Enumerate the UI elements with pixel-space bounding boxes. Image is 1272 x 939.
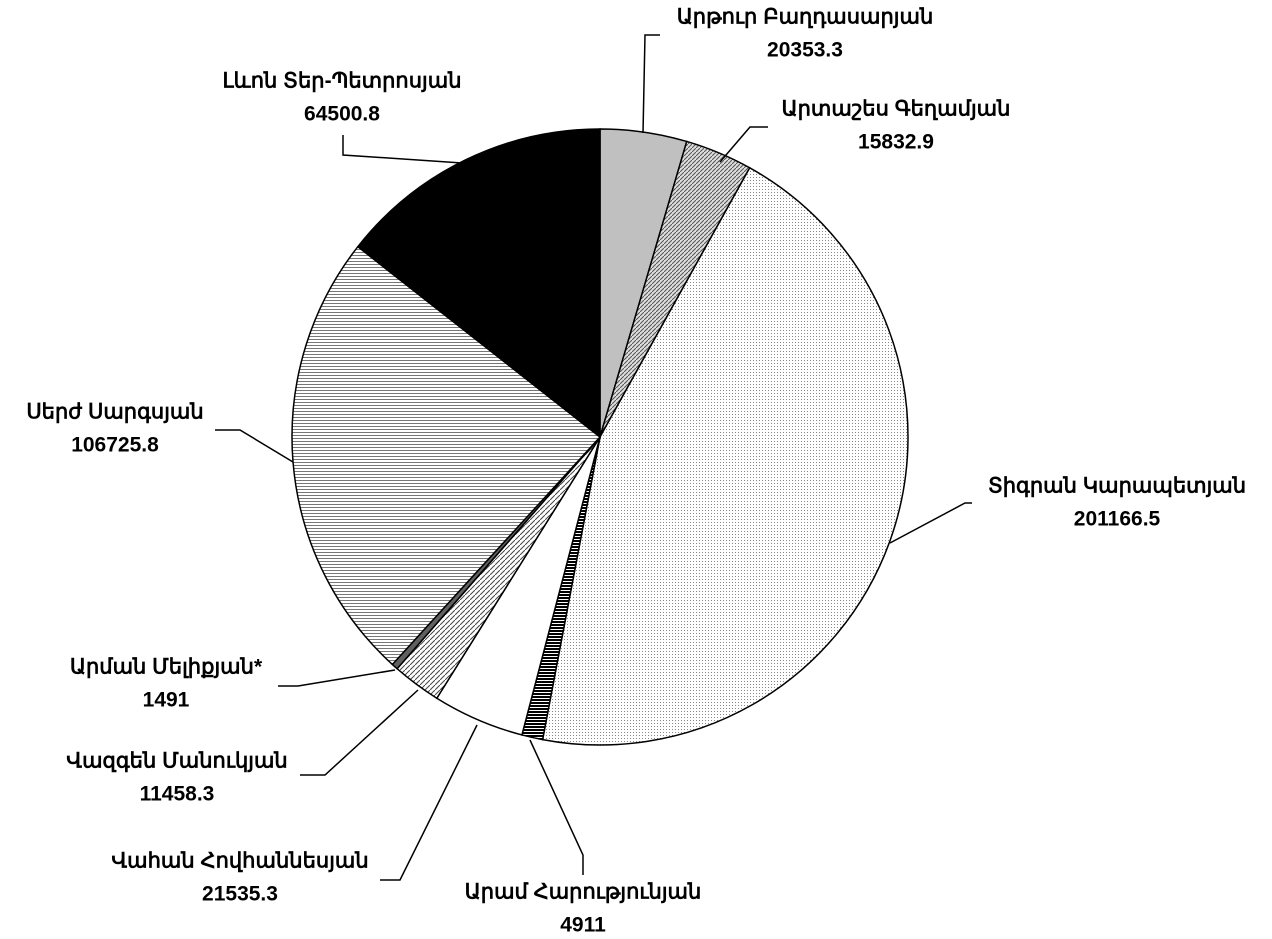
slice-label: Տիգրան Կարապետյան [988, 475, 1246, 498]
slice-value: 1491 [143, 689, 190, 712]
slice-value: 4911 [560, 914, 606, 937]
pie-slice [541, 166, 909, 746]
slice-value: 20353.3 [767, 39, 843, 62]
leader-line [642, 34, 660, 134]
leader-line [278, 669, 396, 687]
slice-value: 106725.8 [71, 434, 159, 457]
pie-slice [356, 128, 601, 439]
slice-label: Վահան Հովհաննեսյան [111, 850, 368, 873]
slice-value: 64500.8 [304, 103, 380, 126]
slice-label: Արթուր Բաղդասարյան [677, 6, 934, 29]
slice-label: Արամ Հարությունյան [465, 881, 702, 904]
slice-label: Լևոն Տեր-Պետրոսյան [222, 70, 461, 93]
leader-line [529, 739, 584, 875]
leader-line [300, 689, 419, 776]
leader-line [889, 502, 972, 544]
slice-label: Արման Մելիքյան* [70, 656, 263, 679]
slice-label: Արտաշես Գեղամյան [782, 98, 1011, 121]
slice-value: 15832.9 [858, 131, 934, 154]
pie-slice [291, 245, 602, 666]
leader-line [380, 724, 478, 881]
leader-line [719, 126, 768, 163]
slice-label: Վազգեն Մանուկյան [66, 750, 287, 773]
slice-value: 21535.3 [202, 883, 278, 906]
slice-label: Սերժ Սարգսյան [26, 401, 203, 424]
leader-line [215, 429, 294, 463]
slice-value: 201166.5 [1074, 508, 1161, 531]
slice-value: 11458.3 [140, 783, 215, 806]
leader-line [342, 135, 463, 164]
